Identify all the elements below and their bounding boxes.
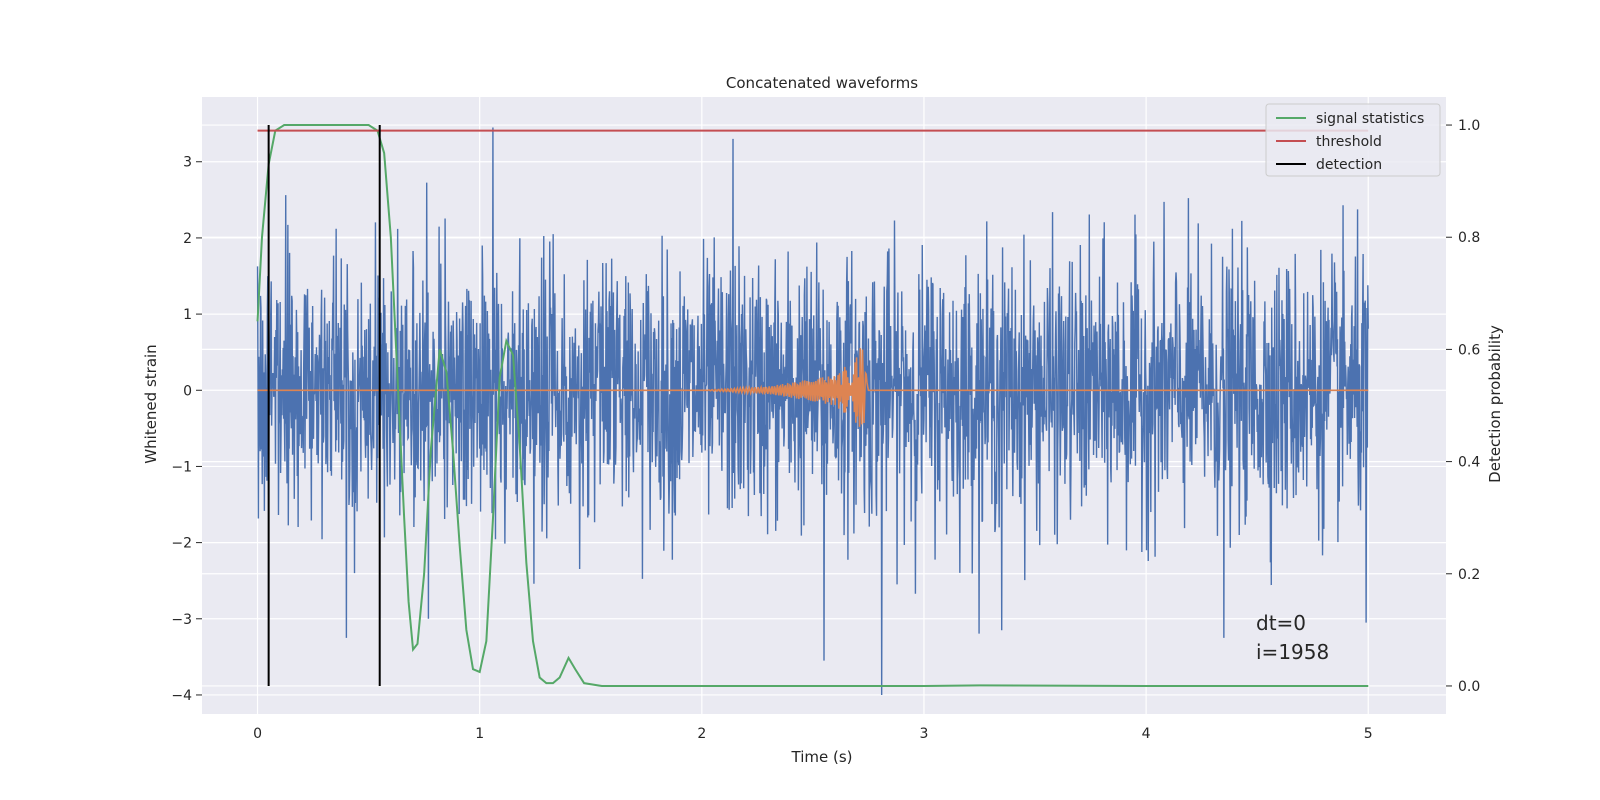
legend-box xyxy=(1265,103,1441,177)
y-tick-label: −3 xyxy=(171,612,192,628)
annotation-i: i=1958 xyxy=(1256,640,1329,664)
y2-tick-label: 0.2 xyxy=(1458,567,1480,583)
x-axis-label: Time (s) xyxy=(791,748,853,766)
legend: signal statistics threshold detection xyxy=(1265,103,1441,177)
y2-tick-label: 0.6 xyxy=(1458,342,1480,358)
y-tick-label: 3 xyxy=(183,155,192,171)
y-tick-label: −4 xyxy=(171,688,192,704)
chirp-series xyxy=(257,348,1369,427)
y2-tick-label: 0.4 xyxy=(1458,455,1480,471)
annotation-dt: dt=0 xyxy=(1256,611,1306,635)
x-tick-label: 4 xyxy=(1142,726,1151,742)
x-tick-label: 1 xyxy=(475,726,484,742)
y-tick-label: 0 xyxy=(183,383,192,399)
legend-label: threshold xyxy=(1316,134,1382,150)
x-tick-label: 5 xyxy=(1364,726,1373,742)
chart-title: Concatenated waveforms xyxy=(726,74,918,92)
y-tick-label: 1 xyxy=(183,307,192,323)
y2-tick-label: 0.8 xyxy=(1458,230,1480,246)
y2-axis-label: Detection probability xyxy=(1486,325,1504,483)
noise-series xyxy=(256,127,1369,695)
y2-tick-label: 1.0 xyxy=(1458,118,1480,134)
y-tick-label: 2 xyxy=(183,231,192,247)
series-layer xyxy=(256,124,1369,695)
annotation: dt=0 i=1958 xyxy=(1256,611,1329,664)
x-tick-label: 2 xyxy=(697,726,706,742)
tick-labels: 0 1 2 3 4 5 −4 −3 −2 −1 0 1 2 3 0.0 0.2 0.4 0.6 0.8 1.0 xyxy=(171,118,1480,742)
legend-label: detection xyxy=(1316,157,1382,173)
x-tick-label: 0 xyxy=(253,726,262,742)
legend-label: signal statistics xyxy=(1316,111,1424,127)
y-tick-label: −1 xyxy=(171,459,192,475)
x-tick-label: 3 xyxy=(920,726,929,742)
y-axis-label: Whitened strain xyxy=(142,344,160,463)
y2-tick-label: 0.0 xyxy=(1458,679,1480,695)
y-tick-label: −2 xyxy=(171,536,192,552)
